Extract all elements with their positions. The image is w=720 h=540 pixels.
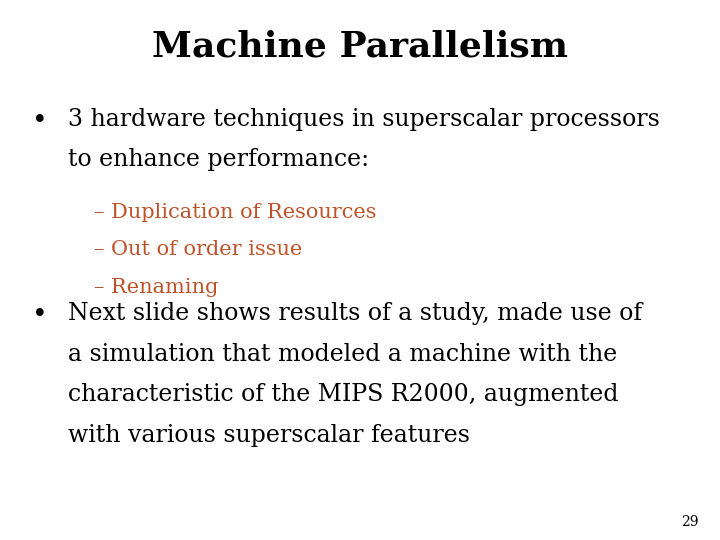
Text: Next slide shows results of a study, made use of: Next slide shows results of a study, mad… xyxy=(68,302,642,326)
Text: •: • xyxy=(32,302,48,327)
Text: with various superscalar features: with various superscalar features xyxy=(68,424,470,447)
Text: – Renaming: – Renaming xyxy=(94,278,218,297)
Text: – Duplication of Resources: – Duplication of Resources xyxy=(94,202,376,221)
Text: Machine Parallelism: Machine Parallelism xyxy=(152,30,568,64)
Text: •: • xyxy=(32,108,48,133)
Text: 3 hardware techniques in superscalar processors: 3 hardware techniques in superscalar pro… xyxy=(68,108,660,131)
Text: – Out of order issue: – Out of order issue xyxy=(94,240,302,259)
Text: to enhance performance:: to enhance performance: xyxy=(68,148,369,172)
Text: a simulation that modeled a machine with the: a simulation that modeled a machine with… xyxy=(68,343,618,366)
Text: 29: 29 xyxy=(681,515,698,529)
Text: characteristic of the MIPS R2000, augmented: characteristic of the MIPS R2000, augmen… xyxy=(68,383,619,407)
